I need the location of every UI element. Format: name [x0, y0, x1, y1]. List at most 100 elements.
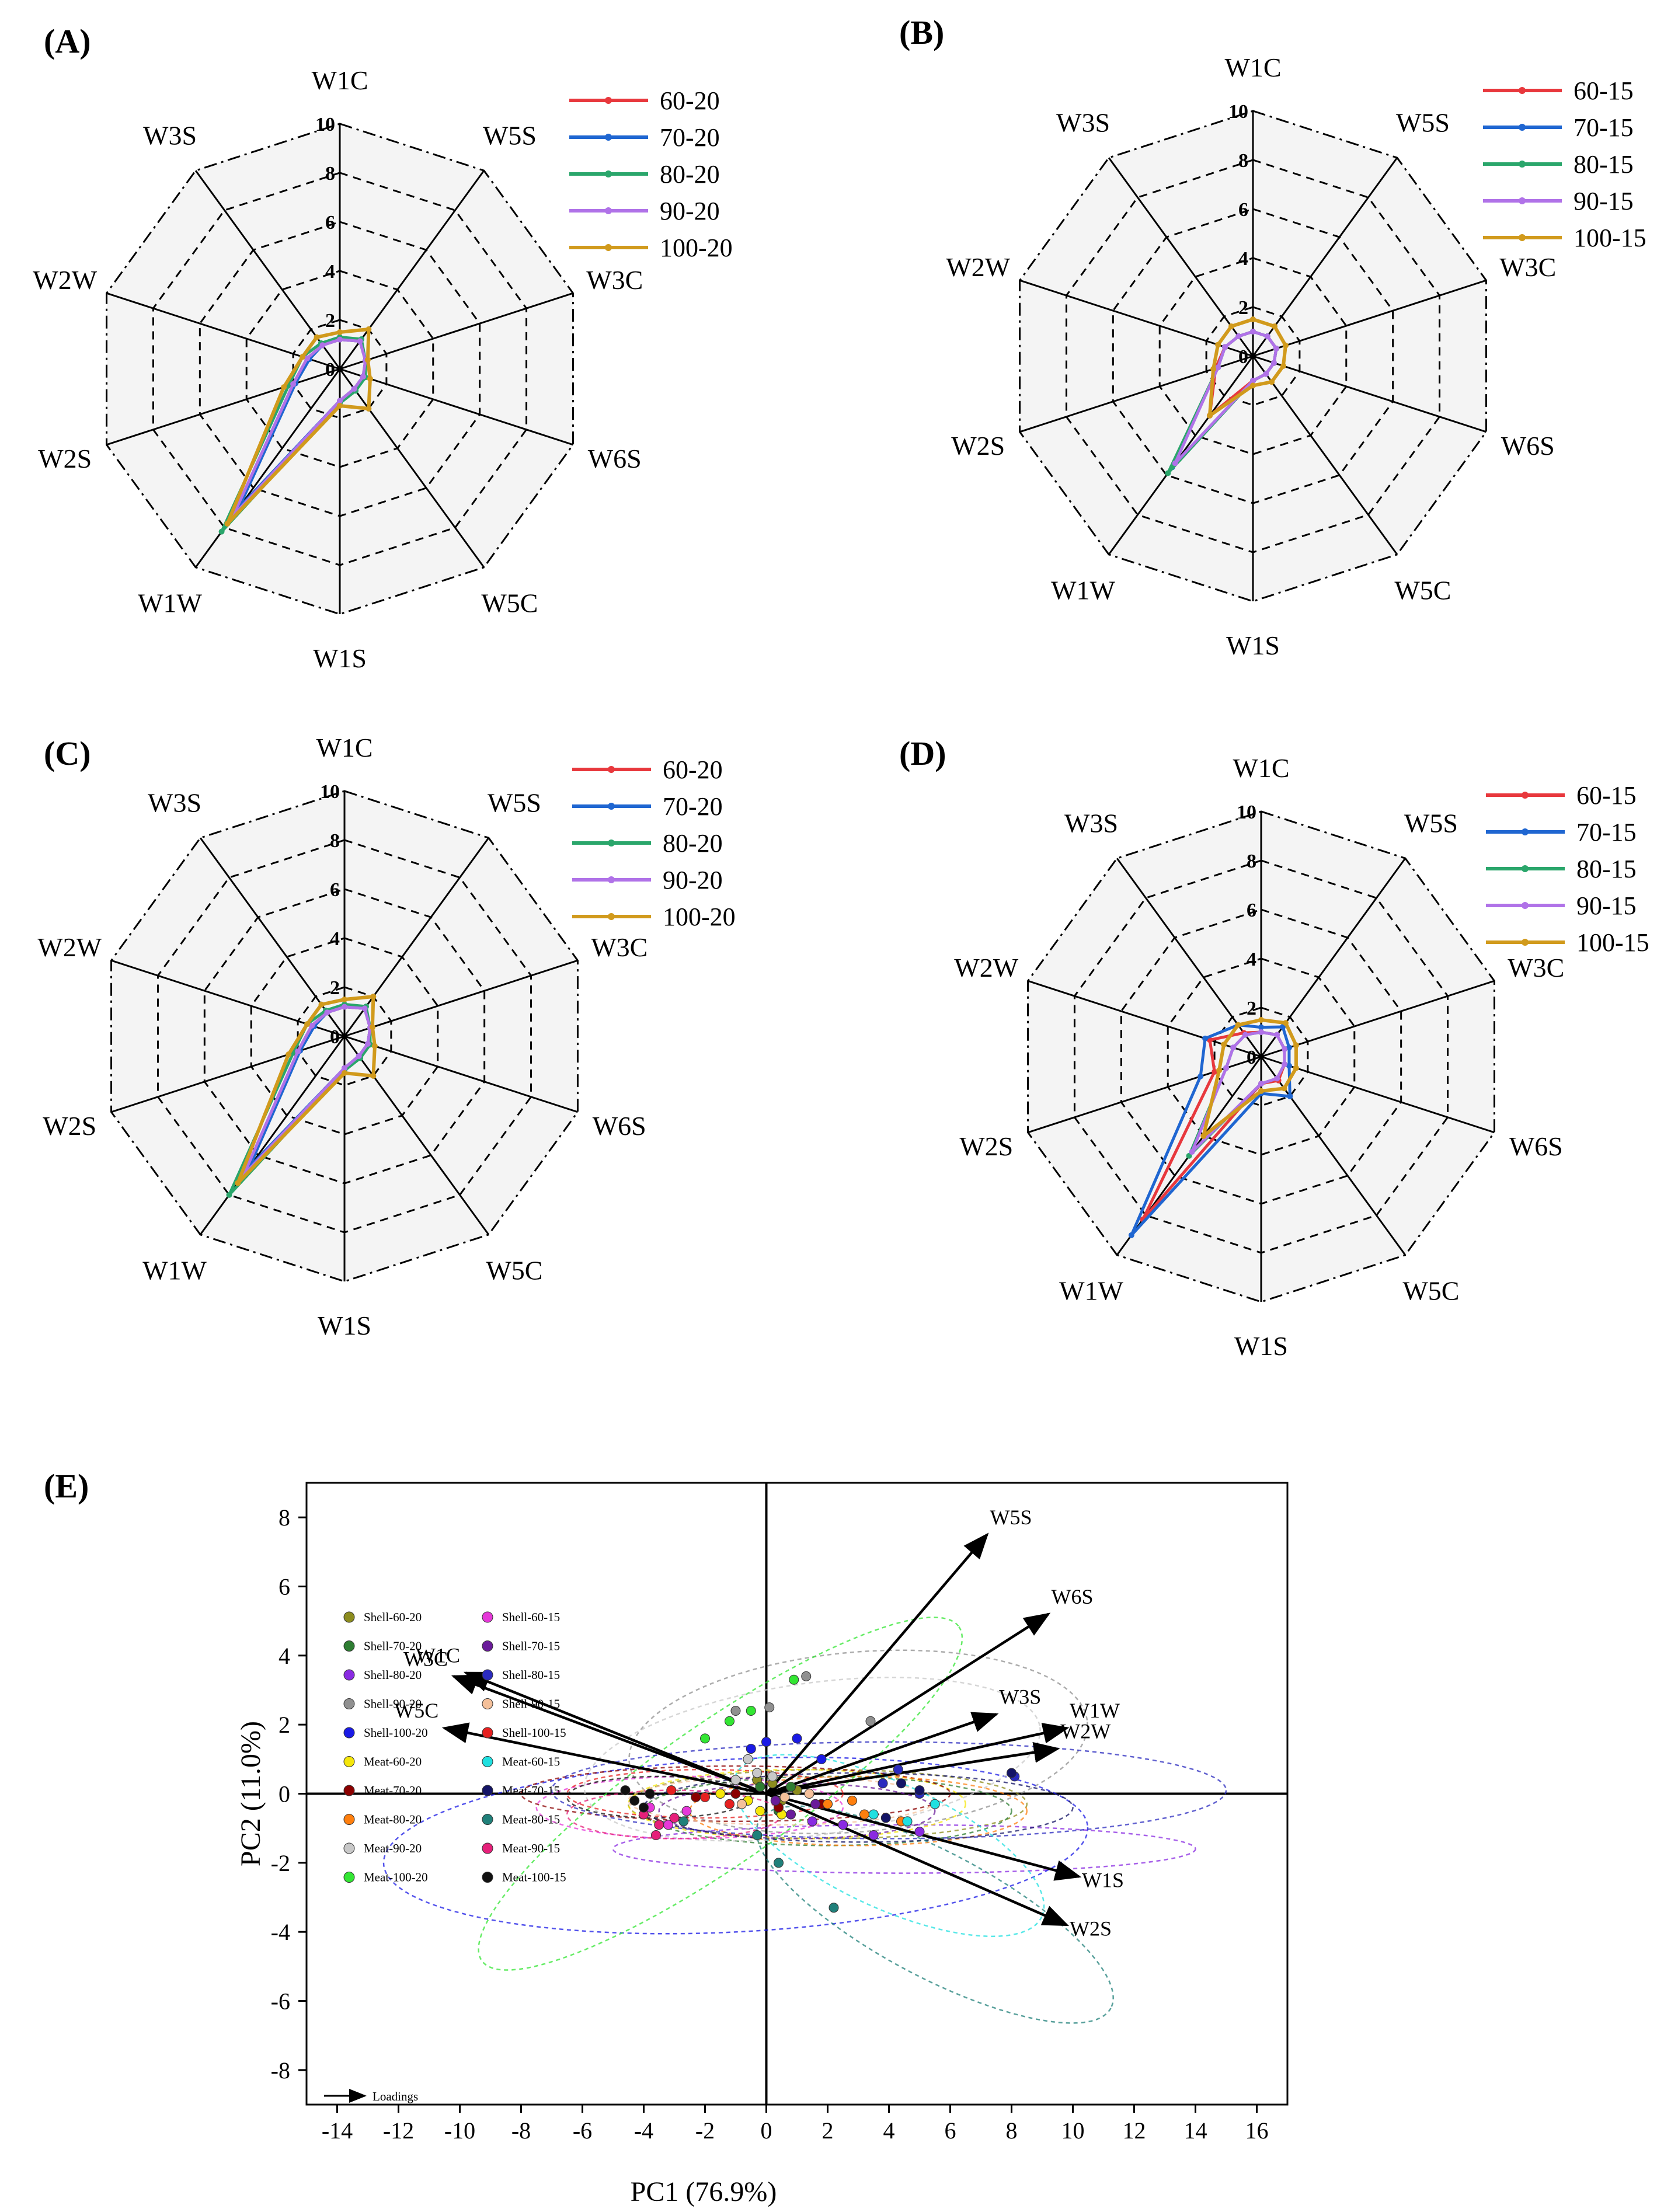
score-point: [801, 1671, 812, 1681]
radar-axis-label: W5C: [1402, 1276, 1459, 1305]
radar-point: [1258, 1088, 1264, 1094]
radar-panel-c: (C) 0 2 4 6 8 10 W1C W5S W3C W6S W5C W1S W1W W2S W2W W3S…: [37, 733, 735, 1340]
radar-axis-label: W1S: [1234, 1331, 1288, 1361]
score-point: [902, 1816, 913, 1827]
radar-tick-label: 8: [325, 163, 335, 184]
radar-tick-label: 8: [1247, 851, 1256, 872]
score-point: [770, 1795, 781, 1806]
radar-tick-label: 2: [1238, 297, 1248, 319]
radar-point: [304, 355, 311, 361]
radar-point: [1281, 1046, 1287, 1053]
legend-marker: [482, 1785, 493, 1796]
score-point: [730, 1775, 741, 1785]
radar-point: [337, 336, 343, 343]
legend-marker: [1519, 161, 1526, 168]
radar-spoke: [1252, 356, 1398, 555]
radar-axis-label: W5C: [481, 588, 538, 618]
loading-label: W5C: [394, 1699, 438, 1722]
radar-point: [235, 1180, 241, 1186]
radar-point: [1250, 329, 1256, 335]
radar-axis-label: W5C: [486, 1255, 542, 1285]
score-point: [786, 1782, 796, 1792]
score-point: [645, 1789, 655, 1799]
x-tick-label: 4: [883, 2117, 895, 2144]
x-tick-label: 2: [822, 2117, 834, 2144]
radar-ring: [1205, 306, 1301, 406]
legend-marker: [605, 170, 612, 177]
loading-label: W1C: [416, 1643, 460, 1667]
score-point: [737, 1799, 747, 1809]
y-tick-label: -8: [271, 2057, 290, 2084]
radar-axis-label: W2W: [33, 265, 97, 295]
x-tick-label: 0: [761, 2117, 772, 2144]
radar-tick-label: 6: [330, 879, 340, 901]
legend-entry: Shell-100-15: [502, 1726, 566, 1740]
radar-point: [1258, 1017, 1264, 1023]
legend-entry: Shell-100-20: [364, 1726, 428, 1740]
score-point: [743, 1754, 753, 1764]
radar-axis-label: W3C: [586, 265, 643, 295]
panel-label: (A): [44, 22, 91, 60]
y-tick-label: 4: [279, 1643, 290, 1669]
confidence-ellipse: [551, 1741, 1227, 1840]
legend-marker: [605, 97, 612, 104]
score-point: [725, 1716, 734, 1726]
score-point: [847, 1795, 857, 1806]
score-point: [761, 1737, 771, 1747]
legend-marker: [343, 1727, 355, 1739]
y-tick-label: 0: [279, 1781, 290, 1807]
radar-ring: [292, 319, 388, 419]
score-point: [1007, 1768, 1017, 1778]
radar-tick-label: 2: [330, 977, 340, 999]
confidence-ellipse: [643, 1772, 1074, 1843]
radar-panel-b: (B) 0 2 4 6 8 10 W1C W5S W3C W6S W5C W1S W1W W2S W2W W3S…: [899, 13, 1646, 660]
x-tick-label: 10: [1061, 2117, 1085, 2144]
radar-tick-label: 10: [1237, 802, 1256, 823]
legend-marker: [343, 1872, 355, 1883]
loading-label: W6S: [1052, 1585, 1094, 1608]
radar-axis-label: W2W: [946, 252, 1010, 282]
radar-point: [361, 1005, 368, 1012]
x-tick-label: -6: [573, 2117, 592, 2144]
radar-point: [1293, 1042, 1299, 1048]
radar-axis-label: W1S: [318, 1311, 371, 1340]
legend-marker: [1522, 828, 1529, 835]
confidence-ellipse: [689, 1775, 1028, 1847]
panel-label: (C): [44, 734, 91, 772]
score-point: [838, 1820, 848, 1830]
loading-label: W3C: [403, 1647, 448, 1670]
confidence-ellipse: [478, 1617, 963, 1971]
radar-axis-label: W3S: [148, 788, 201, 818]
legend-entry: 60-15: [1576, 781, 1637, 810]
radar-point: [1264, 333, 1270, 340]
radar-point: [324, 1009, 330, 1016]
radar-axis-label: W6S: [1509, 1131, 1563, 1161]
radar-spoke: [194, 368, 341, 568]
radar-point: [1281, 1061, 1287, 1067]
legend-entry: 90-15: [1574, 187, 1634, 215]
legend-entry: 90-20: [663, 866, 723, 894]
radar-tick-label: 2: [325, 310, 335, 332]
radar-point: [351, 385, 357, 392]
legend-entry: Meat-90-15: [502, 1841, 560, 1855]
radar-axis-label: W2W: [37, 932, 102, 962]
radar-point: [1206, 412, 1213, 419]
radar-point: [1274, 1032, 1280, 1038]
confidence-ellipse: [756, 1805, 1114, 2024]
radar-tick-label: 0: [1247, 1047, 1256, 1068]
legend-entry: 80-20: [660, 160, 720, 189]
radar-spoke: [1252, 279, 1487, 357]
score-point: [930, 1799, 940, 1809]
radar-point: [357, 338, 363, 344]
legend-marker: [605, 207, 612, 214]
x-tick-label: 16: [1245, 2117, 1269, 2144]
legend-marker: [482, 1756, 493, 1767]
radar-ring: [1027, 810, 1495, 1303]
legend-marker: [605, 134, 612, 141]
radar-point: [1235, 333, 1242, 340]
radar-point: [356, 1053, 362, 1059]
radar-point: [1274, 1075, 1280, 1082]
radar-point: [365, 326, 372, 333]
loading-vector: [766, 1741, 1060, 1795]
legend-marker: [482, 1611, 493, 1623]
